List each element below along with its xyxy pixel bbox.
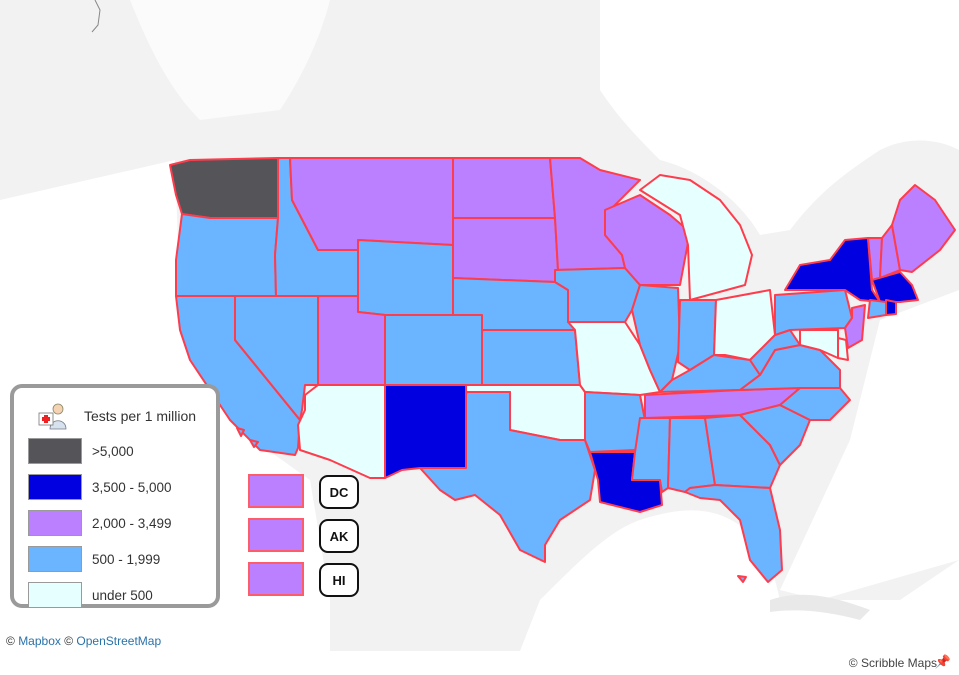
- legend-swatch: [28, 474, 82, 500]
- state-delaware[interactable]: [837, 337, 849, 361]
- copyright-symbol: ©: [6, 634, 15, 648]
- state-maryland[interactable]: [799, 329, 839, 359]
- cuba-island: [770, 594, 870, 620]
- legend-header: Tests per 1 million: [38, 402, 196, 430]
- map-attribution: © Mapbox © OpenStreetMap: [6, 634, 161, 648]
- state-wisconsin[interactable]: [604, 194, 691, 286]
- state-washington[interactable]: [169, 157, 279, 219]
- legend-swatch: [28, 582, 82, 608]
- map-legend: Tests per 1 million >5,000 3,500 - 5,000…: [10, 384, 220, 608]
- openstreetmap-link[interactable]: OpenStreetMap: [76, 634, 162, 648]
- legend-swatch: [28, 510, 82, 536]
- copyright-symbol: ©: [64, 634, 74, 648]
- legend-label: 500 - 1,999: [92, 551, 161, 567]
- state-montana[interactable]: [289, 157, 454, 251]
- state-south-dakota[interactable]: [452, 217, 559, 283]
- island-outline: [249, 439, 259, 448]
- pushpin-icon: 📌: [934, 654, 951, 669]
- medical-icon: [38, 403, 67, 430]
- state-kansas[interactable]: [481, 329, 581, 386]
- arctic-water: [130, 0, 330, 120]
- state-wyoming[interactable]: [357, 239, 454, 316]
- legend-item: under 500: [28, 582, 153, 608]
- state-new-mexico[interactable]: [384, 384, 467, 479]
- dc-label: DC: [319, 475, 359, 509]
- state-missouri[interactable]: [567, 321, 661, 396]
- legend-title: Tests per 1 million: [84, 408, 197, 424]
- island-outline: [737, 575, 747, 583]
- legend-item: >5,000: [28, 438, 134, 464]
- legend-label: 2,000 - 3,499: [92, 515, 172, 531]
- state-iowa[interactable]: [554, 267, 641, 323]
- ak-label: AK: [319, 519, 359, 553]
- state-florida[interactable]: [684, 484, 783, 583]
- island-outline: [236, 427, 245, 437]
- atlantic-ocean: [780, 290, 959, 600]
- ak-color-box[interactable]: [248, 518, 304, 552]
- legend-swatch: [28, 546, 82, 572]
- legend-swatch: [28, 438, 82, 464]
- scribble-maps-credit[interactable]: © Scribble Maps: [848, 656, 937, 670]
- legend-label: under 500: [92, 587, 153, 603]
- legend-item: 500 - 1,999: [28, 546, 160, 572]
- hi-color-box[interactable]: [248, 562, 304, 596]
- state-michigan[interactable]: [639, 174, 753, 301]
- state-new-jersey[interactable]: [844, 304, 866, 349]
- coastline-line: [91, 0, 101, 33]
- state-maine[interactable]: [891, 184, 956, 273]
- state-pennsylvania[interactable]: [774, 289, 853, 336]
- hi-label: HI: [319, 563, 359, 597]
- legend-item: 2,000 - 3,499: [28, 510, 172, 536]
- state-rhode-island[interactable]: [885, 299, 897, 316]
- dc-color-box[interactable]: [248, 474, 304, 508]
- mapbox-link[interactable]: Mapbox: [18, 634, 61, 648]
- legend-item: 3,500 - 5,000: [28, 474, 172, 500]
- state-oregon[interactable]: [175, 213, 279, 297]
- hudson-bay-water: [600, 0, 959, 235]
- state-mississippi[interactable]: [631, 417, 671, 493]
- bottom-bar: © Scribble Maps 📌: [0, 651, 959, 675]
- legend-label: 3,500 - 5,000: [92, 479, 172, 495]
- state-texas[interactable]: [419, 391, 596, 563]
- legend-label: >5,000: [92, 443, 134, 459]
- state-connecticut[interactable]: [867, 299, 887, 319]
- state-north-dakota[interactable]: [452, 157, 556, 219]
- state-colorado[interactable]: [384, 314, 483, 386]
